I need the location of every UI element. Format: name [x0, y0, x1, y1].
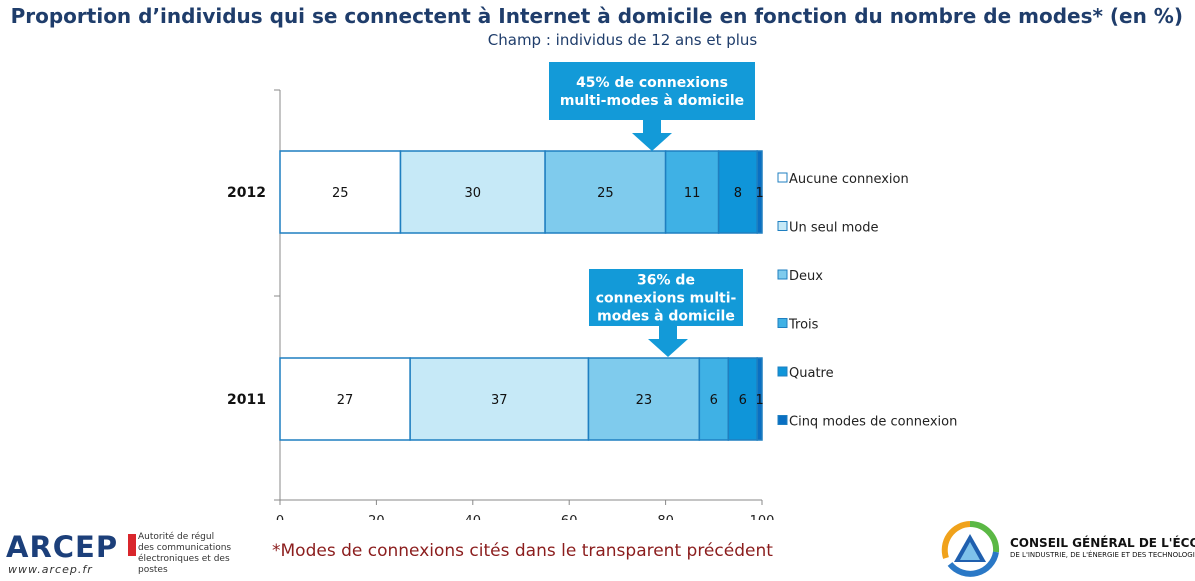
legend-label: Deux — [789, 269, 823, 284]
callout-text: modes à domicile — [597, 309, 735, 325]
arcep-logo: ARCEP www.arcep.fr Autorité de régul des… — [6, 530, 256, 578]
legend-swatch — [777, 318, 788, 328]
data-label: 25 — [332, 186, 349, 201]
data-label: 1 — [755, 186, 763, 201]
data-label: 25 — [597, 186, 614, 201]
bar-segment — [756, 150, 763, 234]
legend-swatch — [777, 221, 788, 231]
bar-segment — [399, 150, 546, 234]
legend-label: Quatre — [789, 366, 834, 381]
callout-arrow — [648, 326, 688, 357]
arcep-url: www.arcep.fr — [8, 563, 93, 576]
bar-segment — [544, 150, 667, 234]
bar-segment — [587, 357, 701, 441]
callout-text: 45% de connexions — [576, 75, 728, 91]
x-tick-label: 80 — [657, 514, 674, 520]
data-label: 6 — [710, 393, 718, 408]
callout-box — [549, 62, 755, 120]
data-label: 8 — [734, 186, 742, 201]
bar-segment — [756, 357, 763, 441]
legend-label: Un seul mode — [789, 221, 879, 236]
callout-box — [589, 269, 743, 326]
legend-swatch — [777, 366, 788, 377]
x-tick-label: 0 — [276, 514, 284, 520]
cge-subtitle: DE L'INDUSTRIE, DE L'ÉNERGIE ET DES TECH… — [1010, 551, 1195, 559]
data-label: 30 — [465, 186, 482, 201]
category-label: 2011 — [227, 392, 266, 408]
callout-arrow — [632, 120, 672, 151]
legend-label: Aucune connexion — [789, 172, 909, 187]
bar-segment — [698, 357, 730, 441]
x-tick-label: 100 — [750, 514, 775, 520]
data-label: 1 — [755, 393, 763, 408]
data-label: 11 — [684, 186, 701, 201]
callout-text: multi-modes à domicile — [560, 93, 744, 109]
bar-segment — [279, 150, 402, 234]
legend-swatch — [777, 269, 788, 280]
x-tick-label: 60 — [561, 514, 578, 520]
arcep-tagline-line: des communications — [138, 543, 232, 553]
arcep-wordmark: ARCEP — [6, 530, 119, 564]
data-label: 27 — [337, 393, 354, 408]
x-tick-label: 40 — [465, 514, 482, 520]
chart-subtitle: Champ : individus de 12 ans et plus — [487, 31, 758, 49]
x-tick-label: 20 — [368, 514, 385, 520]
callout-text: 36% de — [637, 273, 695, 289]
data-label: 23 — [636, 393, 653, 408]
chart-title: Proportion d’individus qui se connectent… — [10, 4, 1183, 28]
data-label: 37 — [491, 393, 508, 408]
stacked-bar-chart: 0204060801002012253025118120112737236614… — [227, 62, 957, 520]
legend-label: Trois — [788, 318, 819, 333]
category-label: 2012 — [227, 185, 266, 201]
arcep-tagline-line: électroniques et des postes — [138, 554, 230, 575]
legend-swatch — [777, 415, 788, 425]
arcep-red-mark — [128, 534, 136, 556]
callout-text: connexions multi- — [596, 291, 737, 307]
data-label: 6 — [739, 393, 747, 408]
bar-segment — [664, 150, 720, 234]
arcep-tagline: Autorité de régul des communications éle… — [138, 532, 258, 576]
bar-segment — [727, 357, 758, 441]
legend-label: Cinq modes de connexion — [789, 415, 957, 430]
bar-segment — [279, 357, 411, 441]
footnote: *Modes de connexions cités dans le trans… — [272, 541, 773, 561]
legend-swatch — [777, 172, 788, 183]
cge-logo: CONSEIL GÉNÉRAL DE L'ÉCONOMIE DE L'INDUS… — [938, 518, 1195, 578]
cge-emblem-icon — [941, 520, 1000, 577]
cge-name: CONSEIL GÉNÉRAL DE L'ÉCONOMIE — [1010, 536, 1195, 550]
arcep-tagline-line: Autorité de régul — [138, 532, 215, 542]
